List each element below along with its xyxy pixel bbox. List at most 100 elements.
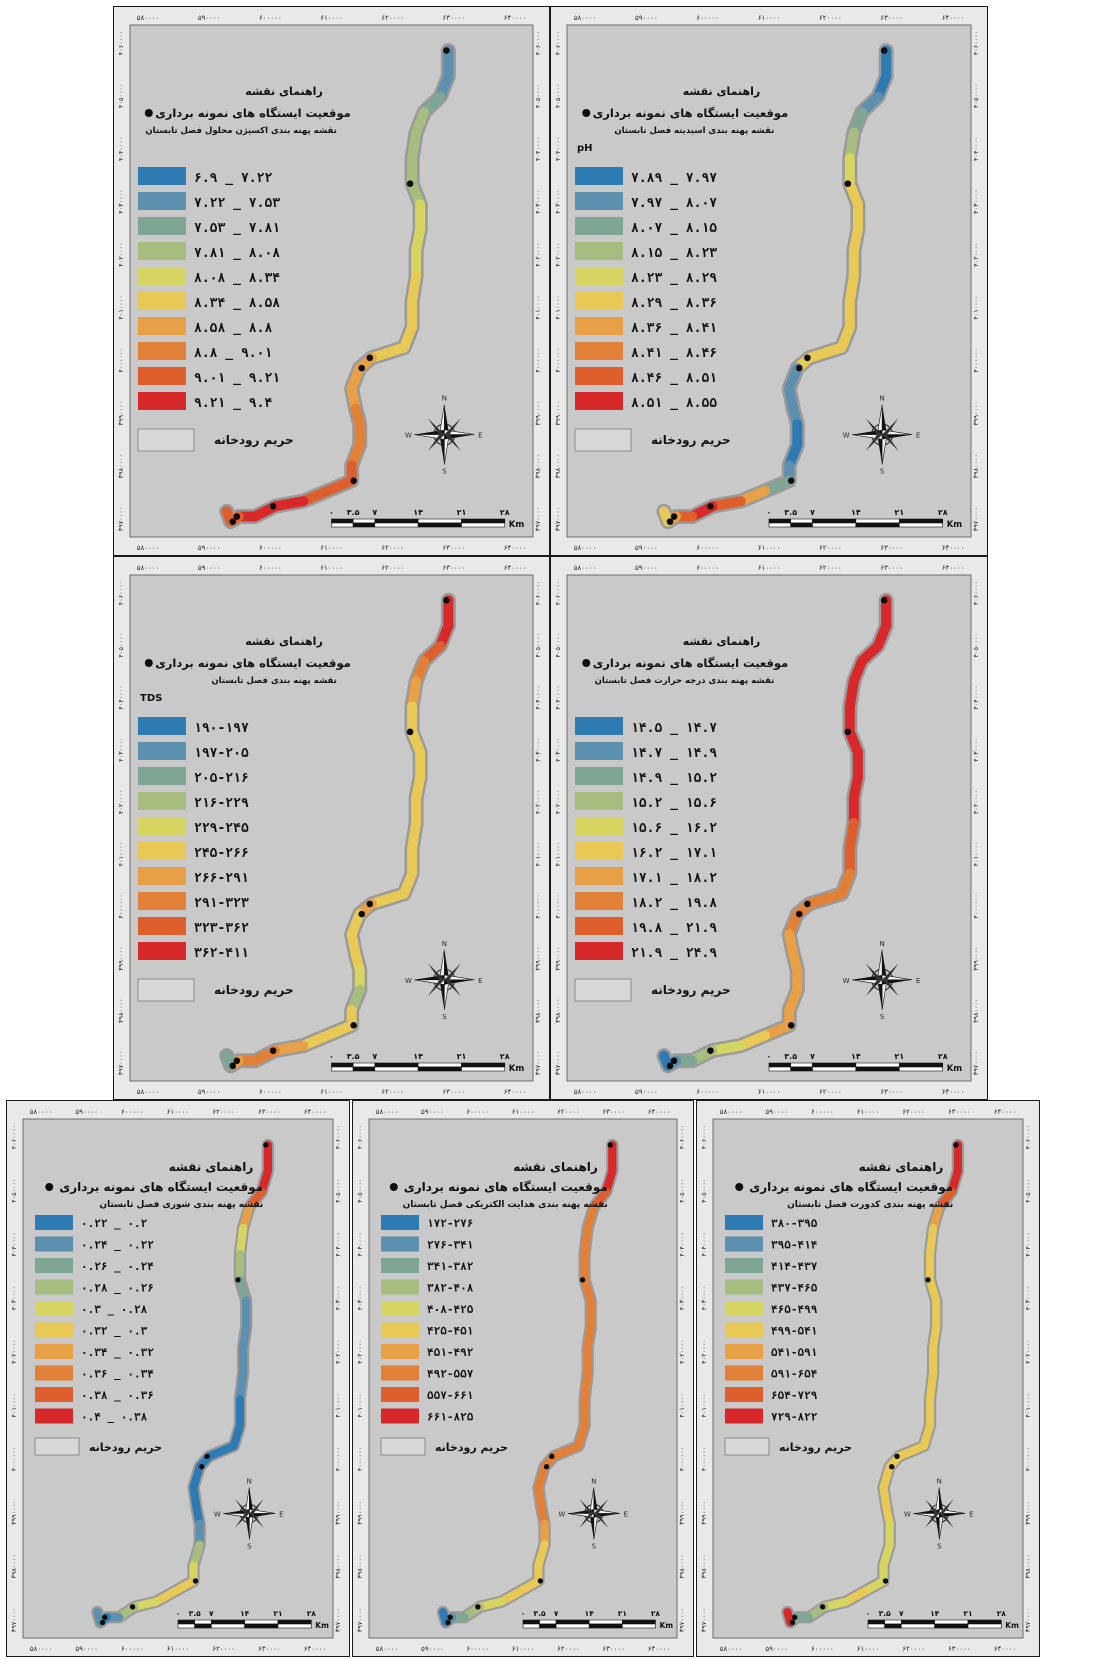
river-segment	[366, 342, 410, 363]
map-panel-electrical-conductivity: ۵۸۰۰۰۰ ۵۸۰۰۰۰ ۵۹۰۰۰۰ ۵۹۰۰۰۰ ۶۰۰۰۰۰ ۶۰۰۰۰۰ ۶۱۰۰…	[352, 1100, 694, 1657]
sampling-station-marker	[235, 1277, 241, 1283]
y-coordinate-label: ۴۰۴۰۰۰۰	[700, 1232, 708, 1256]
x-coordinate-label: ۵۹۰۰۰۰	[765, 1645, 788, 1653]
map-panel-turbidity: ۵۸۰۰۰۰ ۵۸۰۰۰۰ ۵۹۰۰۰۰ ۵۹۰۰۰۰ ۶۰۰۰۰۰ ۶۰۰۰۰۰ ۶۱۰۰…	[696, 1100, 1040, 1657]
x-coordinate-label: ۶۱۰۰۰۰	[320, 564, 343, 572]
buffer-legend-label: حریم رودخانه	[779, 1441, 852, 1454]
north-arrow-compass-icon: N S E W	[405, 395, 483, 476]
sampling-station-marker	[350, 477, 357, 484]
x-coordinate-label: ۵۹۰۰۰۰	[75, 1108, 98, 1116]
x-coordinate-label: ۶۳۰۰۰۰	[602, 1108, 625, 1116]
y-coordinate-label: ۳۹۷۰۰۰۰	[700, 1608, 708, 1632]
legend-swatch	[35, 1301, 73, 1316]
legend-class-label: ۲۹۱-۳۲۳	[194, 896, 249, 911]
legend-swatch	[725, 1279, 763, 1295]
y-coordinate-label: ۴۰۴۰۰۰۰	[334, 1232, 342, 1256]
y-coordinate-label: ۴۰۴۰۰۰۰	[554, 685, 562, 709]
legend-swatch	[138, 392, 186, 410]
river-zoning	[221, 595, 454, 1071]
sampling-station-marker	[233, 513, 241, 520]
y-coordinate-label: ۴۰۱۰۰۰۰	[534, 295, 542, 319]
scale-unit: Km	[947, 520, 963, 530]
x-coordinate-label: ۶۳۰۰۰۰	[948, 1645, 971, 1653]
legend-swatch	[725, 1236, 763, 1252]
x-coordinate-label: ۵۸۰۰۰۰	[574, 544, 597, 552]
map-panel-tds: ۵۸۰۰۰۰ ۵۸۰۰۰۰ ۵۹۰۰۰۰ ۵۹۰۰۰۰ ۶۰۰۰۰۰ ۶۰۰۰۰۰ ۶۱۰۰…	[113, 556, 550, 1100]
sampling-station-marker	[666, 518, 674, 525]
y-coordinate-label: ۴۰۲۰۰۰۰	[678, 1339, 686, 1363]
legend-class-label: ۸.۳۶ _ ۸.۴۱	[631, 321, 717, 336]
scale-label: ۰	[176, 1609, 181, 1618]
x-coordinate-label: ۶۴۰۰۰۰	[504, 564, 527, 572]
y-coordinate-label: ۴۰۵۰۰۰۰	[972, 84, 980, 108]
legend-swatch	[575, 767, 623, 785]
legend-swatch	[138, 917, 186, 935]
compass-label-n: N	[879, 395, 884, 403]
legend-class-label: ۷.۸۱ _ ۸.۰۸	[194, 246, 280, 261]
stations-legend-dot	[144, 109, 153, 117]
scale-unit: Km	[509, 1064, 525, 1074]
legend-swatch	[35, 1279, 73, 1295]
north-arrow-compass-icon: N S E W	[843, 395, 921, 476]
sampling-station-marker	[233, 1057, 241, 1065]
y-coordinate-label: ۴۰۲۰۰۰۰	[356, 1339, 364, 1363]
legend-class-label: ۰.۲۶ _ ۰.۲۴	[81, 1260, 154, 1273]
x-coordinate-label: ۶۴۰۰۰۰	[304, 1645, 327, 1653]
x-coordinate-label: ۶۴۰۰۰۰	[994, 1108, 1017, 1116]
y-coordinate-label: ۳۹۷۰۰۰۰	[554, 1051, 562, 1075]
scale-label: ۲۸	[938, 508, 948, 517]
legend-class-label: ۱۷۲-۲۷۶	[427, 1217, 473, 1230]
y-coordinate-label: ۴۰۱۰۰۰۰	[554, 295, 562, 319]
legend-swatch	[381, 1344, 419, 1359]
map-subtitle: نقشه پهنه بندی هدایت الکتریکی فصل تابستا…	[403, 1200, 608, 1210]
compass-label-n: N	[442, 395, 447, 403]
legend-class-label: ۰.۲۴ _ ۰.۲۲	[81, 1239, 154, 1252]
y-coordinate-label: ۴۰۱۰۰۰۰	[678, 1393, 686, 1417]
compass-label-s: S	[937, 1542, 942, 1550]
sampling-station-marker	[882, 1578, 889, 1584]
river-segment	[93, 1607, 105, 1627]
y-coordinate-label: ۳۹۷۰۰۰۰	[10, 1608, 18, 1632]
legend-class-label: ۰.۲۸ _ ۰.۲۶	[81, 1282, 154, 1295]
x-coordinate-label: ۶۱۰۰۰۰	[758, 1088, 781, 1096]
legend-swatch	[138, 192, 186, 210]
legend-swatch	[35, 1387, 73, 1402]
map-panel-temperature: ۵۸۰۰۰۰ ۵۸۰۰۰۰ ۵۹۰۰۰۰ ۵۹۰۰۰۰ ۶۰۰۰۰۰ ۶۰۰۰۰۰ ۶۱۰۰…	[550, 556, 988, 1100]
y-coordinate-label: ۳۹۷۰۰۰۰	[678, 1608, 686, 1632]
y-coordinate-label: ۴۰۱۰۰۰۰	[117, 842, 125, 866]
map-subtitle: نقشه پهنه بندی درجه حرارت فصل تابستان	[595, 676, 775, 686]
legend-class-label: ۸.۲۳ _ ۸.۲۹	[631, 271, 717, 286]
y-coordinate-label: ۴۰۱۰۰۰۰	[972, 295, 980, 319]
legend-class-label: ۸.۵۸ _ ۸.۸	[194, 321, 272, 336]
y-coordinate-label: ۴۰۰۰۰۰۰	[10, 1447, 18, 1471]
scale-bar: ۰ ۳.۵ ۷ ۱۴ ۲۱ ۲۸ Km	[176, 1609, 329, 1630]
north-arrow-compass-icon: N S E W	[904, 1477, 974, 1550]
sampling-station-marker	[192, 1578, 199, 1584]
sampling-station-marker	[804, 900, 811, 908]
legend-class-label: ۲۰۵-۲۱۶	[194, 771, 249, 786]
legend-class-label: ۴۹۹-۵۴۱	[771, 1325, 817, 1338]
sampling-station-marker	[443, 597, 450, 604]
river-segment	[925, 1223, 938, 1259]
sampling-station-marker	[269, 1047, 277, 1054]
compass-label-e: E	[478, 432, 482, 440]
map-frame	[368, 1118, 678, 1639]
map-frame	[129, 574, 534, 1082]
y-coordinate-label: ۴۰۳۰۰۰۰	[117, 189, 125, 213]
legend-class-label: ۷.۹۷ _ ۸.۰۷	[631, 196, 717, 211]
y-coordinate-label: ۴۰۳۰۰۰۰	[356, 1286, 364, 1310]
sampling-station-marker	[198, 1464, 205, 1470]
north-arrow-compass-icon: N S E W	[214, 1477, 284, 1550]
y-coordinate-label: ۴۰۶۰۰۰۰	[117, 31, 125, 55]
y-coordinate-label: ۳۹۸۰۰۰۰	[972, 454, 980, 478]
y-coordinate-label: ۳۹۷۰۰۰۰	[1024, 1608, 1032, 1632]
x-coordinate-label: ۶۱۰۰۰۰	[857, 1108, 880, 1116]
map-legend: راهنمای نقشه موقعیت ایستگاه های نمونه برد…	[137, 85, 351, 452]
sampling-station-marker	[475, 1604, 481, 1610]
x-coordinate-label: ۶۰۰۰۰۰	[811, 1645, 834, 1653]
map-frame	[566, 574, 972, 1082]
x-coordinate-label: ۶۰۰۰۰۰	[696, 1088, 719, 1096]
y-coordinate-label: ۳۹۸۰۰۰۰	[117, 454, 125, 478]
x-coordinate-label: ۶۱۰۰۰۰	[512, 1645, 535, 1653]
legend-swatch	[575, 267, 623, 285]
